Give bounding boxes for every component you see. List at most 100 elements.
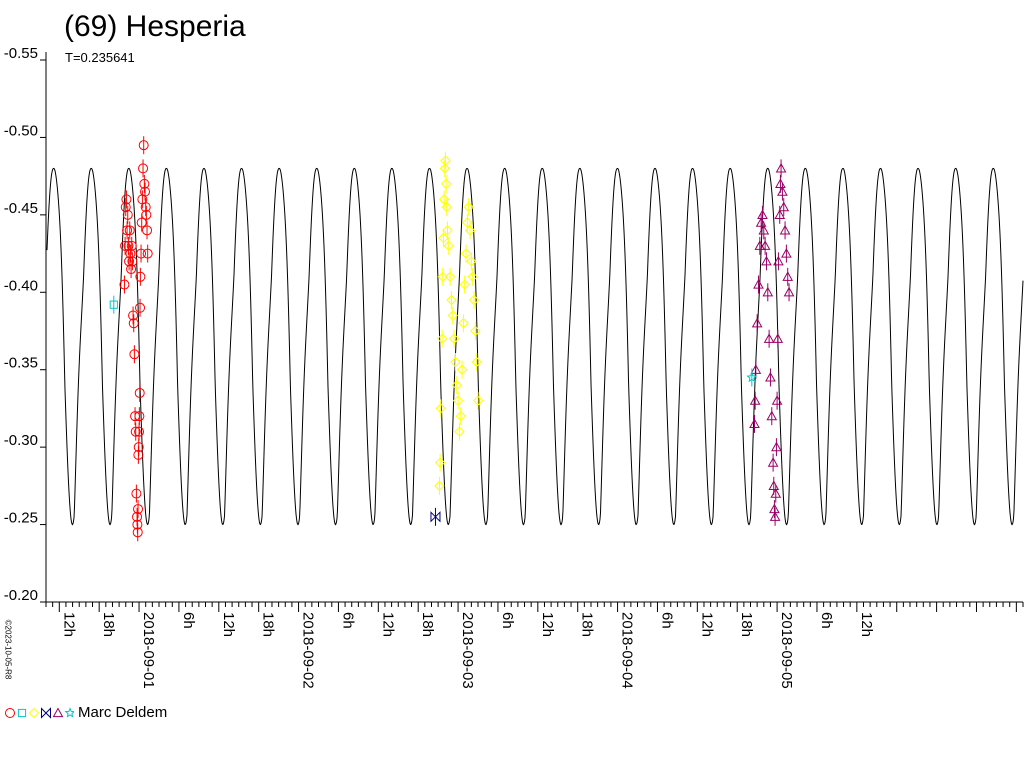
data-point-triangle bbox=[759, 240, 771, 250]
data-point-diamond bbox=[452, 395, 464, 406]
series-4 bbox=[430, 507, 441, 526]
data-point-circle bbox=[139, 178, 150, 189]
data-point-circle bbox=[123, 240, 134, 251]
x-tick-label: 6h bbox=[339, 612, 356, 629]
legend-marker-triangle bbox=[52, 707, 64, 718]
data-point-diamond bbox=[467, 271, 478, 283]
data-point-circle bbox=[128, 318, 139, 329]
series-5 bbox=[749, 159, 795, 526]
data-point-diamond bbox=[468, 294, 480, 306]
data-point-circle bbox=[120, 240, 131, 251]
data-point-triangle bbox=[774, 209, 786, 219]
data-point-diamond bbox=[435, 403, 446, 414]
data-point-diamond bbox=[438, 194, 450, 205]
data-point-diamond bbox=[471, 356, 482, 368]
x-tick-label: 12h bbox=[698, 612, 715, 637]
data-point-circle bbox=[121, 194, 132, 205]
data-point-triangle bbox=[754, 240, 766, 250]
data-point-circle bbox=[128, 310, 139, 321]
series-3 bbox=[434, 151, 484, 495]
x-axis-ticks: 12h 18h 2018-09-01 6h 12h 18h 2018-09-02 6h 12h 1… bbox=[45, 602, 1024, 689]
data-point-triangle bbox=[750, 364, 762, 374]
legend-marker-circle bbox=[5, 708, 15, 718]
axes bbox=[45, 52, 1023, 603]
data-point-triangle bbox=[778, 201, 790, 212]
data-point-diamond bbox=[450, 356, 461, 368]
period-label: T=0.235641 bbox=[65, 50, 135, 65]
x-tick-label: 18h bbox=[100, 612, 117, 637]
x-tick-label: 12h bbox=[60, 612, 77, 637]
data-point-triangle bbox=[782, 271, 794, 281]
x-tick-label: 18h bbox=[419, 612, 436, 637]
data-point-diamond bbox=[463, 201, 474, 213]
data-point-circle bbox=[138, 140, 149, 151]
version-stamp: ©2023-10-05-R8 bbox=[3, 619, 13, 680]
data-point-circle bbox=[126, 240, 137, 251]
data-point-diamond bbox=[459, 279, 470, 290]
data-point-triangle bbox=[761, 255, 772, 266]
data-point-bowtie bbox=[430, 511, 441, 523]
y-tick-label: -0.20 bbox=[4, 587, 38, 604]
series-1 bbox=[119, 136, 153, 542]
x-tick-label: 2018-09-01 bbox=[140, 612, 157, 689]
data-point-circle bbox=[134, 411, 145, 422]
x-tick-label: 2018-09-02 bbox=[300, 612, 317, 689]
x-tick-label: 6h bbox=[658, 612, 675, 629]
legend: Marc Deldem bbox=[4, 702, 167, 722]
data-point-diamond bbox=[466, 256, 477, 267]
data-point-diamond bbox=[444, 271, 456, 283]
data-point-diamond bbox=[446, 294, 457, 306]
data-point-diamond bbox=[462, 217, 473, 228]
data-point-triangle bbox=[751, 317, 763, 328]
x-tick-label: 2018-09-05 bbox=[778, 612, 795, 689]
data-point-diamond bbox=[440, 155, 451, 166]
legend-marker-star bbox=[64, 707, 74, 718]
data-point-triangle bbox=[770, 488, 782, 498]
y-tick-label: -0.40 bbox=[4, 277, 38, 294]
data-point-triangle bbox=[749, 395, 761, 405]
data-point-diamond bbox=[470, 325, 481, 337]
x-tick-label: 18h bbox=[260, 612, 277, 637]
y-tick-label: -0.35 bbox=[4, 355, 38, 372]
data-point-diamond bbox=[464, 225, 476, 236]
data-point-diamond bbox=[454, 426, 465, 437]
x-tick-label: 12h bbox=[858, 612, 875, 637]
data-point-diamond bbox=[455, 410, 466, 422]
data-point-diamond bbox=[434, 457, 446, 468]
data-point-diamond bbox=[436, 333, 448, 344]
data-point-circle bbox=[127, 256, 138, 267]
data-point-triangle bbox=[783, 286, 795, 297]
data-point-circle bbox=[130, 426, 141, 437]
y-tick-label: -0.25 bbox=[4, 510, 38, 527]
x-tick-label: 2018-09-04 bbox=[619, 612, 636, 689]
data-point-triangle bbox=[772, 333, 784, 343]
data-point-triangle bbox=[766, 410, 778, 421]
data-point-diamond bbox=[447, 310, 458, 321]
x-tick-label: 2018-09-03 bbox=[459, 612, 476, 689]
data-point-circle bbox=[122, 209, 133, 220]
data-point-circle bbox=[124, 225, 135, 236]
x-tick-label: 12h bbox=[379, 612, 396, 637]
x-tick-label: 18h bbox=[579, 612, 596, 637]
data-point-circle bbox=[120, 202, 131, 213]
data-point-circle bbox=[133, 504, 144, 515]
data-point-triangle bbox=[771, 441, 782, 452]
legend-marker-square bbox=[17, 708, 27, 718]
data-point-triangle bbox=[749, 418, 760, 429]
data-point-circle bbox=[135, 271, 146, 282]
legend-markers bbox=[5, 707, 74, 719]
data-point-triangle bbox=[758, 224, 770, 235]
y-axis-ticks: -0.55 -0.50 -0.45 -0.40 -0.35 -0.30 -0.25 -0.20 bbox=[4, 45, 46, 604]
data-point-diamond bbox=[451, 379, 462, 391]
data-point-circle bbox=[125, 248, 136, 259]
data-point-diamond bbox=[443, 240, 454, 252]
data-point-diamond bbox=[472, 395, 484, 406]
data-point-triangle bbox=[763, 333, 775, 343]
data-point-diamond bbox=[456, 364, 468, 375]
data-point-circle bbox=[136, 248, 147, 259]
data-point-triangle bbox=[773, 255, 784, 266]
data-point-diamond bbox=[460, 248, 472, 259]
data-point-circle bbox=[122, 225, 133, 236]
legend-observer: Marc Deldem bbox=[78, 703, 168, 721]
